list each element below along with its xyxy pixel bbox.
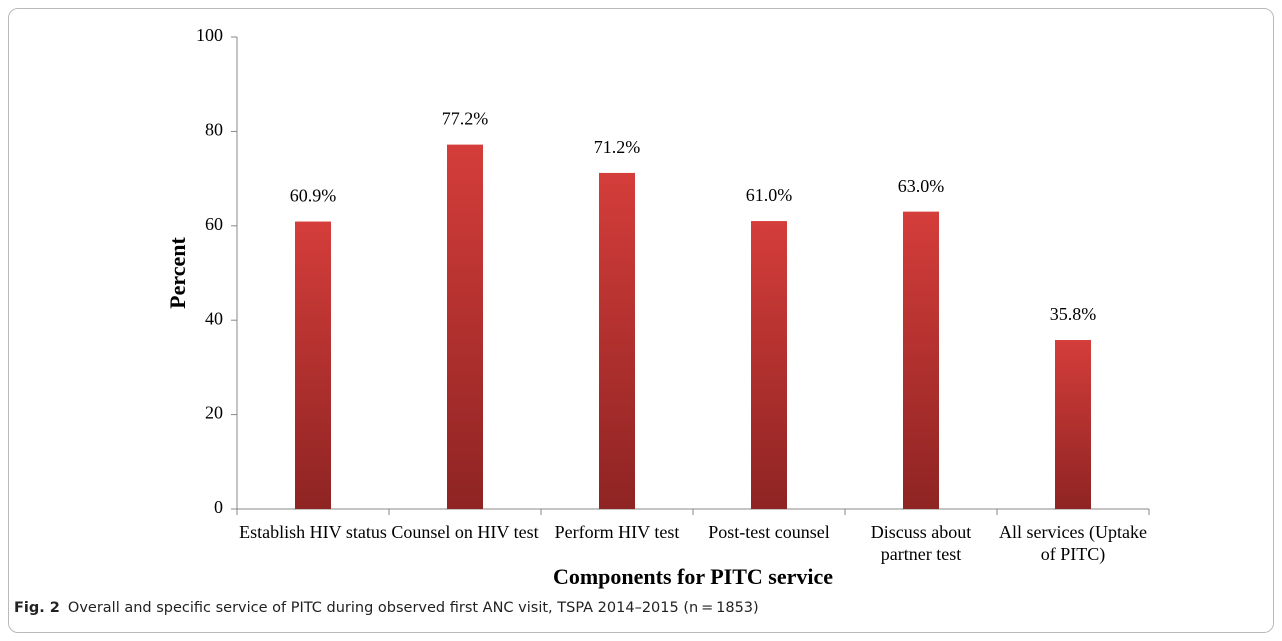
data-label: 35.8% [1050,304,1097,324]
x-tick-label: Counsel on HIV test [391,522,539,542]
x-tick-label: Perform HIV test [554,522,680,542]
data-label: 71.2% [594,137,641,157]
y-tick-label: 0 [214,497,223,517]
x-tick-label: Post-test counsel [708,522,830,542]
caption: Fig. 2 Overall and specific service of PI… [14,600,759,616]
figure-frame [8,8,1274,633]
data-label: 60.9% [290,186,337,206]
x-axis-label: Components for PITC service [553,564,833,589]
data-label: 63.0% [898,176,945,196]
bar [599,172,635,509]
y-tick-label: 40 [205,308,223,328]
caption-text: Overall and specific service of PITC dur… [67,600,759,616]
caption-label: Fig. 2 [14,600,60,616]
bar [1055,340,1091,509]
y-tick-label: 80 [205,120,223,140]
y-tick-label: 20 [205,403,223,423]
bar [751,221,787,509]
y-axis-label: Percent [165,237,190,309]
y-tick-label: 60 [205,214,223,234]
bar [295,221,331,509]
bar [903,211,939,509]
bar [447,144,483,509]
data-label: 61.0% [746,185,793,205]
y-tick-label: 100 [196,25,223,45]
x-tick-label: Discuss about partner test [870,522,972,564]
data-label: 77.2% [442,109,489,129]
x-tick-label: Establish HIV status [239,522,387,542]
x-tick-label: All services (Uptake of PITC) [999,522,1147,564]
